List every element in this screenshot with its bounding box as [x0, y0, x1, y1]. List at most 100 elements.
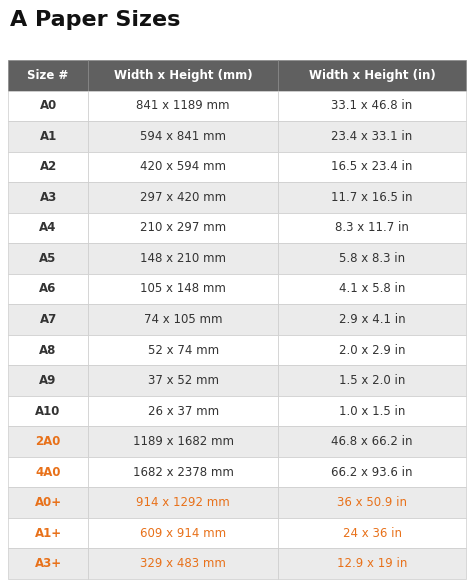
Bar: [8, 243, 88, 274]
Text: A3+: A3+: [35, 557, 62, 570]
Text: A7: A7: [39, 313, 57, 326]
Bar: [88, 121, 278, 151]
Bar: [88, 212, 278, 243]
Bar: [8, 60, 88, 90]
Bar: [8, 121, 88, 151]
Bar: [278, 274, 466, 304]
Text: 4.1 x 5.8 in: 4.1 x 5.8 in: [339, 282, 405, 295]
Text: A6: A6: [39, 282, 57, 295]
Bar: [8, 518, 88, 548]
Text: 12.9 x 19 in: 12.9 x 19 in: [337, 557, 407, 570]
Text: 297 x 420 mm: 297 x 420 mm: [140, 191, 226, 204]
Text: 46.8 x 66.2 in: 46.8 x 66.2 in: [331, 435, 413, 448]
Text: 2.0 x 2.9 in: 2.0 x 2.9 in: [339, 343, 405, 356]
Bar: [278, 396, 466, 426]
Text: A3: A3: [39, 191, 57, 204]
Bar: [8, 426, 88, 457]
Bar: [278, 90, 466, 121]
Bar: [88, 396, 278, 426]
Bar: [88, 243, 278, 274]
Bar: [88, 365, 278, 396]
Bar: [88, 518, 278, 548]
Bar: [8, 90, 88, 121]
Text: A2: A2: [39, 160, 57, 173]
Bar: [88, 60, 278, 90]
Text: 24 x 36 in: 24 x 36 in: [343, 527, 401, 539]
Bar: [278, 457, 466, 487]
Text: 420 x 594 mm: 420 x 594 mm: [140, 160, 226, 173]
Text: 8.3 x 11.7 in: 8.3 x 11.7 in: [335, 221, 409, 234]
Text: 1189 x 1682 mm: 1189 x 1682 mm: [133, 435, 234, 448]
Text: 329 x 483 mm: 329 x 483 mm: [140, 557, 226, 570]
Text: 11.7 x 16.5 in: 11.7 x 16.5 in: [331, 191, 413, 204]
Text: 148 x 210 mm: 148 x 210 mm: [140, 252, 226, 265]
Bar: [278, 182, 466, 212]
Bar: [88, 335, 278, 365]
Bar: [8, 182, 88, 212]
Bar: [8, 487, 88, 518]
Text: 2A0: 2A0: [36, 435, 61, 448]
Bar: [278, 335, 466, 365]
Text: 1.0 x 1.5 in: 1.0 x 1.5 in: [339, 404, 405, 417]
Bar: [8, 274, 88, 304]
Bar: [88, 90, 278, 121]
Text: Width x Height (mm): Width x Height (mm): [114, 69, 253, 82]
Text: 105 x 148 mm: 105 x 148 mm: [140, 282, 226, 295]
Text: 52 x 74 mm: 52 x 74 mm: [147, 343, 219, 356]
Text: 26 x 37 mm: 26 x 37 mm: [147, 404, 219, 417]
Bar: [8, 151, 88, 182]
Bar: [278, 426, 466, 457]
Bar: [278, 548, 466, 579]
Text: 1.5 x 2.0 in: 1.5 x 2.0 in: [339, 374, 405, 387]
Bar: [278, 365, 466, 396]
Bar: [278, 121, 466, 151]
Text: 2.9 x 4.1 in: 2.9 x 4.1 in: [339, 313, 405, 326]
Text: 36 x 50.9 in: 36 x 50.9 in: [337, 496, 407, 509]
Text: 914 x 1292 mm: 914 x 1292 mm: [137, 496, 230, 509]
Text: A1: A1: [39, 130, 57, 143]
Text: A5: A5: [39, 252, 57, 265]
Bar: [278, 212, 466, 243]
Bar: [8, 365, 88, 396]
Bar: [8, 335, 88, 365]
Text: A10: A10: [36, 404, 61, 417]
Text: 33.1 x 46.8 in: 33.1 x 46.8 in: [331, 99, 413, 112]
Bar: [278, 518, 466, 548]
Bar: [88, 548, 278, 579]
Text: 16.5 x 23.4 in: 16.5 x 23.4 in: [331, 160, 413, 173]
Text: A8: A8: [39, 343, 57, 356]
Text: A0: A0: [39, 99, 57, 112]
Text: 5.8 x 8.3 in: 5.8 x 8.3 in: [339, 252, 405, 265]
Text: Width x Height (in): Width x Height (in): [309, 69, 436, 82]
Text: 594 x 841 mm: 594 x 841 mm: [140, 130, 226, 143]
Bar: [8, 548, 88, 579]
Text: A Paper Sizes: A Paper Sizes: [10, 10, 181, 30]
Text: Size #: Size #: [27, 69, 69, 82]
Bar: [278, 243, 466, 274]
Bar: [88, 151, 278, 182]
Bar: [88, 274, 278, 304]
Text: 66.2 x 93.6 in: 66.2 x 93.6 in: [331, 465, 413, 478]
Bar: [278, 60, 466, 90]
Bar: [8, 457, 88, 487]
Bar: [8, 396, 88, 426]
Text: 4A0: 4A0: [36, 465, 61, 478]
Text: 841 x 1189 mm: 841 x 1189 mm: [137, 99, 230, 112]
Text: 23.4 x 33.1 in: 23.4 x 33.1 in: [331, 130, 413, 143]
Text: A9: A9: [39, 374, 57, 387]
Text: 37 x 52 mm: 37 x 52 mm: [148, 374, 219, 387]
Bar: [8, 212, 88, 243]
Text: A4: A4: [39, 221, 57, 234]
Bar: [88, 304, 278, 335]
Text: 210 x 297 mm: 210 x 297 mm: [140, 221, 226, 234]
Bar: [88, 182, 278, 212]
Text: A1+: A1+: [35, 527, 62, 539]
Bar: [88, 487, 278, 518]
Bar: [278, 151, 466, 182]
Bar: [88, 457, 278, 487]
Bar: [278, 304, 466, 335]
Text: 1682 x 2378 mm: 1682 x 2378 mm: [133, 465, 234, 478]
Bar: [278, 487, 466, 518]
Bar: [8, 304, 88, 335]
Text: 609 x 914 mm: 609 x 914 mm: [140, 527, 226, 539]
